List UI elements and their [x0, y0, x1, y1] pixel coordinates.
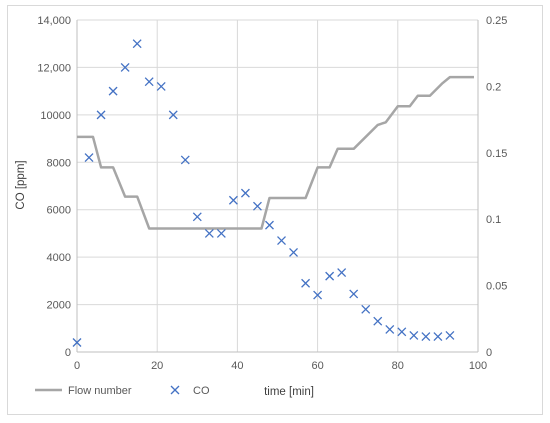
co-point-stroke [361, 304, 371, 314]
y2-tick-label: 0.05 [486, 281, 507, 293]
co-point-stroke [156, 81, 166, 91]
co-point [132, 39, 142, 49]
y-tick-label: 4000 [47, 252, 71, 264]
co-point [252, 201, 262, 211]
y-tick-label: 2000 [47, 300, 71, 312]
co-point [228, 195, 238, 205]
y-axis-title: CO [ppm] [15, 160, 27, 209]
grid [77, 19, 479, 352]
co-point-stroke [216, 228, 226, 238]
co-point [156, 81, 166, 91]
y2-tick-label: 0 [486, 347, 492, 359]
co-point-stroke [289, 247, 298, 257]
co-point-stroke [72, 338, 82, 347]
y-tick-label: 12,000 [37, 62, 71, 74]
flow-number-series [77, 75, 474, 230]
co-point-stroke [228, 195, 238, 205]
co-point-stroke [409, 330, 419, 340]
x-tick-label: 20 [151, 360, 163, 372]
co-point-stroke [433, 332, 443, 342]
co-point [289, 247, 298, 257]
co-point [349, 289, 359, 299]
co-point [72, 338, 82, 347]
co-point-stroke [144, 77, 154, 87]
co-point-stroke [313, 290, 323, 300]
co-point [313, 290, 323, 300]
co-point [373, 316, 383, 326]
x-axis-title: time [min] [264, 386, 314, 398]
co-point-stroke [277, 236, 286, 246]
co-point [445, 330, 455, 340]
x-tick-label: 80 [392, 360, 404, 372]
y-tick-label: 10000 [40, 110, 71, 122]
y2-tick-label: 0.2 [486, 81, 501, 93]
co-point-stroke [421, 332, 431, 342]
co-point-stroke [192, 212, 202, 222]
y2-tick-label: 0.25 [486, 15, 507, 27]
co-point [409, 330, 419, 340]
co-point [301, 278, 311, 288]
legend-co-label: CO [193, 385, 210, 397]
co-point-stroke [120, 62, 130, 72]
co-point [325, 271, 335, 281]
co-point-stroke [265, 220, 274, 230]
x-tick-label: 0 [74, 360, 80, 372]
co-point [168, 110, 178, 120]
co-point [361, 304, 371, 314]
x-tick-label: 40 [231, 360, 243, 372]
legend: Flow number CO [35, 385, 210, 397]
co-point [421, 332, 431, 342]
co-point [204, 228, 214, 238]
co-point [240, 188, 250, 198]
co-point [397, 327, 407, 337]
co-point-stroke [373, 316, 383, 326]
co-point-stroke [349, 289, 359, 299]
co-point-stroke [385, 325, 395, 334]
co-point [84, 153, 94, 163]
legend-flow-number-label: Flow number [68, 385, 132, 397]
x-tick-label: 100 [469, 360, 487, 372]
x-axis-tick-labels: 0 20 40 60 80 100 [74, 360, 487, 372]
co-point [108, 86, 118, 96]
y2-axis-tick-labels: 0 0.05 0.1 0.15 0.2 0.25 [486, 15, 507, 359]
y2-tick-label: 0.1 [486, 214, 501, 226]
axes [76, 20, 479, 353]
co-point-stroke [337, 268, 347, 278]
co-point [385, 325, 395, 334]
co-point [192, 212, 202, 222]
co-point [216, 228, 226, 238]
legend-co-marker [170, 385, 180, 395]
co-point-stroke [301, 278, 311, 288]
co-point-stroke [108, 86, 118, 96]
y-tick-label: 8000 [47, 157, 71, 169]
y-tick-label: 6000 [47, 205, 71, 217]
co-point-stroke [84, 153, 94, 163]
co-point [180, 155, 190, 165]
flow-number-line [77, 75, 474, 230]
co-point-stroke [445, 330, 455, 340]
co-point [277, 236, 286, 246]
co-point-stroke [325, 271, 335, 281]
co-point-stroke [240, 188, 250, 198]
co-point-stroke [252, 201, 262, 211]
co-point [337, 268, 347, 278]
y-tick-label: 14,000 [37, 15, 71, 27]
co-point [144, 77, 154, 87]
co-point [433, 332, 443, 342]
co-series [72, 39, 455, 347]
co-point-stroke [96, 110, 106, 120]
co-point-stroke [397, 327, 407, 337]
y-axis-tick-labels: 0 2000 4000 6000 8000 10000 12,000 14,000 [37, 15, 71, 359]
co-point [96, 110, 106, 120]
y2-tick-label: 0.15 [486, 148, 507, 160]
co-point [265, 220, 274, 230]
y-tick-label: 0 [65, 347, 71, 359]
co-point [120, 62, 130, 72]
x-tick-label: 60 [311, 360, 323, 372]
co-point-stroke [180, 155, 190, 165]
co-point-stroke [168, 110, 178, 120]
co-point-stroke [132, 39, 142, 49]
co-point-stroke [204, 228, 214, 238]
